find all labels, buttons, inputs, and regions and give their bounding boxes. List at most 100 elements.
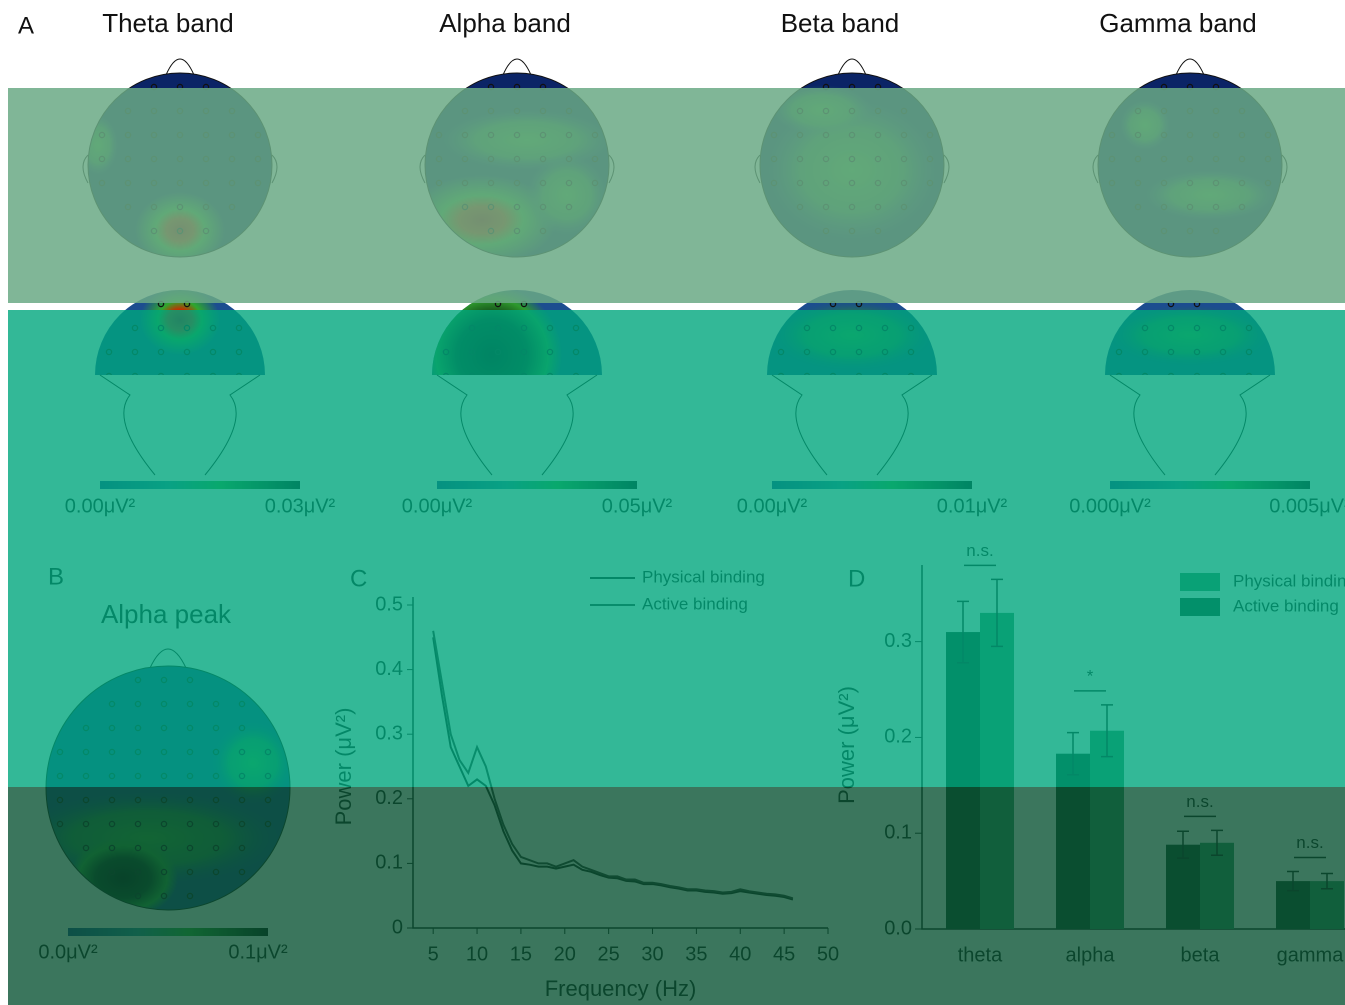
scale-max: 0.005μV² (1269, 495, 1345, 517)
x-tick-label: alpha (1066, 944, 1116, 966)
electrode (132, 421, 137, 426)
panel-label: A (18, 12, 34, 39)
significance-label: * (1087, 666, 1094, 685)
electrode (210, 397, 215, 402)
panel-label: D (848, 565, 865, 592)
head (1098, 73, 1282, 257)
electrode (882, 421, 887, 426)
electrode (106, 397, 111, 402)
electrode (908, 421, 913, 426)
scale-max: 0.1μV² (228, 941, 288, 963)
topomap (78, 73, 272, 268)
map-title: Alpha band (439, 8, 571, 38)
electrode (158, 421, 163, 426)
panel-label: C (350, 565, 367, 592)
back-map (422, 285, 602, 451)
scale-max: 0.05μV² (602, 495, 673, 517)
scale-max: 0.03μV² (265, 495, 336, 517)
y-tick-label: 0.0 (884, 917, 912, 939)
activity (772, 85, 872, 135)
electrode (804, 397, 809, 402)
map-title: Gamma band (1099, 8, 1257, 38)
y-axis-title: Power (μV²) (331, 708, 356, 826)
electrode (547, 397, 552, 402)
activity (140, 285, 220, 355)
electrode (573, 421, 578, 426)
electrode (1142, 421, 1147, 426)
activity (422, 285, 562, 425)
electrode (1142, 397, 1147, 402)
topomap (407, 73, 612, 265)
significance-label: n.s. (1296, 833, 1323, 852)
electrode (1194, 445, 1199, 450)
colorbar (100, 481, 300, 489)
electrode (908, 397, 913, 402)
y-axis-title: Power (μV²) (834, 686, 859, 804)
y-tick-label: 0.3 (884, 630, 912, 652)
y-tick-label: 0.3 (375, 722, 403, 744)
electrode (547, 421, 552, 426)
bar (946, 632, 980, 929)
x-tick-label: 20 (554, 943, 576, 965)
back-map (767, 290, 937, 451)
scale-min: 0.00μV² (737, 495, 808, 517)
series-line (433, 631, 793, 898)
electrode (573, 397, 578, 402)
electrode (443, 397, 448, 402)
significance-label: n.s. (1186, 792, 1213, 811)
electrode (1168, 445, 1173, 450)
scale-min: 0.0μV² (38, 941, 98, 963)
electrode (469, 397, 474, 402)
electrode (210, 421, 215, 426)
colorbar (772, 481, 972, 489)
figure: ATheta band0.00μV²0.03μV²Alpha band0.00μ… (0, 0, 1345, 1005)
x-tick-label: 5 (428, 943, 439, 965)
x-tick-label: 45 (773, 943, 795, 965)
activity (1110, 305, 1270, 365)
electrode (495, 445, 500, 450)
electrode (495, 421, 500, 426)
x-tick-label: theta (958, 944, 1003, 966)
y-tick-label: 0.1 (375, 852, 403, 874)
electrode (184, 445, 189, 450)
electrode (1194, 397, 1199, 402)
electrode (1220, 397, 1225, 402)
legend-swatch (1180, 573, 1220, 591)
x-axis-title: Frequency (Hz) (545, 976, 697, 1001)
electrode (1220, 421, 1225, 426)
activity (772, 300, 932, 370)
electrode (856, 421, 861, 426)
x-tick-label: gamma (1277, 944, 1345, 966)
activity (1120, 100, 1170, 150)
electrode (830, 421, 835, 426)
electrode (1246, 397, 1251, 402)
colorbar (437, 481, 637, 489)
bar (980, 613, 1014, 929)
topomap (18, 666, 293, 918)
activity (1145, 170, 1275, 220)
topomap (760, 73, 944, 257)
back-map (95, 285, 265, 451)
y-tick-label: 0 (392, 916, 403, 938)
y-tick-label: 0.1 (884, 821, 912, 843)
bar (1056, 754, 1090, 929)
y-tick-label: 0.4 (375, 658, 403, 680)
scale-max: 0.01μV² (937, 495, 1008, 517)
electrode (184, 421, 189, 426)
x-tick-label: beta (1181, 944, 1221, 966)
x-tick-label: 25 (598, 943, 620, 965)
y-tick-label: 0.2 (375, 787, 403, 809)
legend-label: Physical binding (642, 567, 765, 586)
electrode (1168, 421, 1173, 426)
activity (213, 723, 293, 803)
neck (100, 375, 260, 475)
neck (437, 375, 597, 475)
activity (527, 155, 607, 235)
y-tick-label: 0.5 (375, 593, 403, 615)
electrode (882, 397, 887, 402)
electrode (521, 421, 526, 426)
bar (1090, 731, 1124, 929)
topomap (1098, 73, 1282, 257)
legend-label: Active binding (642, 594, 748, 613)
electrode (1116, 397, 1121, 402)
